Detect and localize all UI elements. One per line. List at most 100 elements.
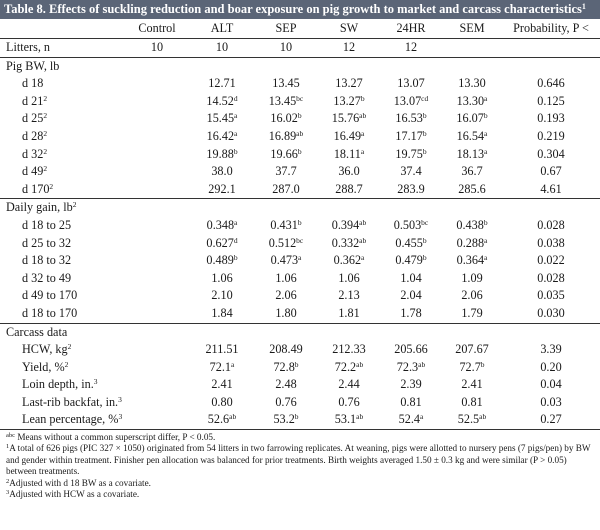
row-label-sup: 2 <box>43 93 48 103</box>
table-cell: 13.07 <box>380 75 442 93</box>
cell-value: 288.7 <box>335 181 363 196</box>
table-cell: 17.17b <box>380 128 442 146</box>
cell-superscript: a <box>361 253 365 263</box>
cell-value: 36.0 <box>338 164 360 179</box>
table-cell: 16.53b <box>380 110 442 128</box>
row-label: d 25 to 32 <box>0 235 124 253</box>
table-cell: 2.41 <box>442 376 502 394</box>
cell-value: 0.030 <box>537 305 565 320</box>
cell-superscript: b <box>297 111 302 121</box>
table-cell: 0.431b <box>254 217 318 235</box>
cell-value: 13.30 <box>456 93 485 108</box>
cell-superscript: ab <box>359 217 367 227</box>
table-cell: 0.20 <box>502 359 600 377</box>
cell-superscript: ab <box>359 235 367 245</box>
table-cell: 53.1ab <box>318 411 380 431</box>
cell-superscript: a <box>230 359 235 369</box>
table-row: Yield, %2 72.1a 72.8b 72.2ab 72.3ab 72.7b 0.20… <box>0 359 600 377</box>
footnote-text: A total of 626 pigs (PIC 327 × 1050) ori… <box>6 443 591 477</box>
table-cell: 1.84 <box>190 305 254 323</box>
row-label-sup: 2 <box>43 111 48 121</box>
cell-value: 292.1 <box>208 181 236 196</box>
spacer-cell <box>124 75 190 93</box>
table-cell: 285.6 <box>442 181 502 199</box>
cell-value: 0.455 <box>395 235 423 250</box>
cell-value: 208.49 <box>269 342 303 357</box>
row-label: d 492 <box>0 163 124 181</box>
cell-value: 0.193 <box>537 111 565 126</box>
cell-value: 36.7 <box>461 164 483 179</box>
litters-value: 12 <box>342 40 356 54</box>
row-label: d 18 <box>0 75 124 93</box>
spacer-cell <box>124 270 190 288</box>
table-cell: 16.42a <box>190 128 254 146</box>
table-cell: 36.0 <box>318 163 380 181</box>
table-title-sup: 1 <box>581 2 586 11</box>
spacer-cell <box>124 376 190 394</box>
cell-superscript: ab <box>356 359 364 369</box>
footnote-text: Means without a common superscript diffe… <box>15 432 216 443</box>
table-cell: 0.125 <box>502 93 600 111</box>
table-cell: 0.028 <box>502 270 600 288</box>
cell-value: 13.30 <box>458 76 486 91</box>
row-label: d 49 to 170 <box>0 287 124 305</box>
table-cell: 2.39 <box>380 376 442 394</box>
cell-superscript: a <box>234 111 238 121</box>
table-row: Loin depth, in.3 2.41 2.48 2.44 2.39 2.41 0.04… <box>0 376 600 394</box>
table-cell: 212.33 <box>318 341 380 359</box>
row-label-text: d 25 <box>22 111 44 126</box>
table-row: d 322 19.88b 19.66b 18.11a 19.75b 18.13a 0.304… <box>0 146 600 164</box>
footnote: 1A total of 626 pigs (PIC 327 × 1050) or… <box>6 443 594 477</box>
footnote: 3Adjusted with HCW as a covariate. <box>6 489 594 500</box>
cell-value: 4.61 <box>540 181 562 196</box>
cell-value: 53.1 <box>334 412 357 427</box>
cell-value: 0.76 <box>275 394 297 409</box>
table-cell: 2.10 <box>190 287 254 305</box>
cell-value: 1.06 <box>211 270 233 285</box>
cell-value: 205.66 <box>394 342 428 357</box>
row-label: Lean percentage, %3 <box>0 411 124 431</box>
cell-value: 72.8 <box>273 359 295 374</box>
cell-superscript: a <box>484 253 488 263</box>
table-row: d 18 to 25 0.348a 0.431b 0.394ab 0.503bc 0.43… <box>0 217 600 235</box>
table-cell: 1.06 <box>190 270 254 288</box>
litters-value: 10 <box>150 40 164 54</box>
cell-value: 0.76 <box>338 394 360 409</box>
cell-value: 2.44 <box>338 377 360 392</box>
cell-superscript: a <box>234 217 238 227</box>
table-cell: 72.1a <box>190 359 254 377</box>
cell-value: 0.479 <box>395 253 423 268</box>
row-label: d 18 to 170 <box>0 305 124 323</box>
table-cell: 283.9 <box>380 181 442 199</box>
table-cell: 0.364a <box>442 252 502 270</box>
footnote: abc Means without a common superscript d… <box>6 432 594 443</box>
table-cell: 3.39 <box>502 341 600 359</box>
cell-superscript: a <box>361 128 365 138</box>
table-cell: 1.81 <box>318 305 380 323</box>
cell-value: 17.17 <box>395 128 423 143</box>
cell-superscript: bc <box>421 217 429 227</box>
litters-value <box>502 39 600 58</box>
table-cell: 2.06 <box>254 287 318 305</box>
table-cell: 0.67 <box>502 163 600 181</box>
table-cell: 0.81 <box>442 394 502 412</box>
table-cell: 0.473a <box>254 252 318 270</box>
row-label: Loin depth, in.3 <box>0 376 124 394</box>
row-label-text: d 170 <box>22 181 50 196</box>
spacer-cell <box>124 93 190 111</box>
cell-value: 18.13 <box>456 146 485 161</box>
row-label-sup: 2 <box>43 164 48 174</box>
row-label: d 1702 <box>0 181 124 199</box>
litters-value: 10 <box>215 40 229 54</box>
row-label-sup: 3 <box>118 412 123 422</box>
cell-value: 2.39 <box>400 377 422 392</box>
table-title-text: Table 8. Effects of suckling reduction a… <box>4 2 582 16</box>
table-cell: 15.76ab <box>318 110 380 128</box>
cell-value: 0.646 <box>537 76 565 91</box>
spacer-cell <box>124 287 190 305</box>
cell-superscript: cd <box>421 93 429 103</box>
table-cell: 16.07b <box>442 110 502 128</box>
table-cell: 12.71 <box>190 75 254 93</box>
cell-superscript: b <box>422 128 427 138</box>
cell-superscript: ab <box>359 111 367 121</box>
